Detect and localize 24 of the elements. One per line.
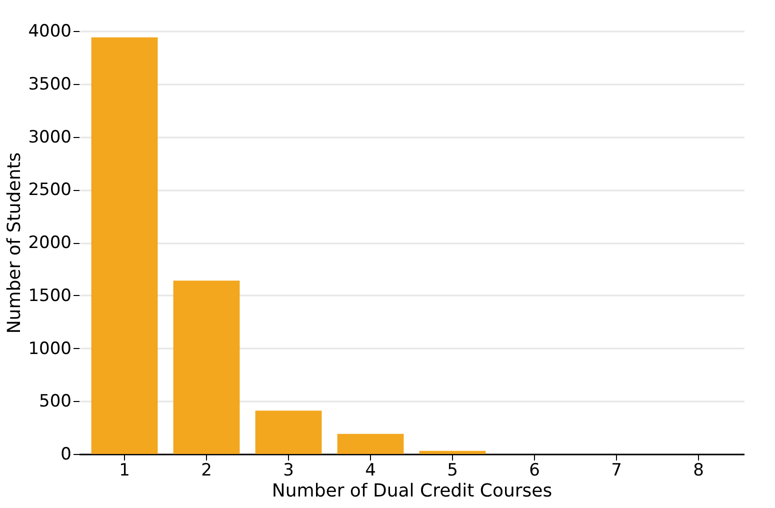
x-tick-label: 7 xyxy=(611,460,622,480)
y-tick-label: 4000 xyxy=(28,22,72,42)
x-tick-label: 4 xyxy=(365,460,376,480)
x-tick-label: 8 xyxy=(693,460,704,480)
y-tick-label: 3500 xyxy=(28,74,72,94)
bar xyxy=(337,434,404,454)
y-tick-label: 0 xyxy=(60,444,72,464)
y-tick-label: 2500 xyxy=(28,180,72,200)
x-tick-label: 6 xyxy=(529,460,540,480)
y-tick-label: 3000 xyxy=(28,127,72,148)
y-tick-label: 500 xyxy=(39,392,72,412)
x-tick-label: 5 xyxy=(447,460,458,480)
y-tick-label: 1000 xyxy=(28,338,72,359)
bar xyxy=(91,37,158,454)
bar xyxy=(419,450,486,454)
bar xyxy=(255,410,322,454)
x-tick-label: 1 xyxy=(119,460,130,480)
x-tick-label: 2 xyxy=(201,460,212,480)
y-tick-label: 2000 xyxy=(28,233,72,253)
y-axis-title: Number of Students xyxy=(4,152,26,334)
bar xyxy=(173,280,240,454)
x-axis-title: Number of Dual Credit Courses xyxy=(272,480,552,502)
x-tick-label: 3 xyxy=(283,460,294,480)
y-tick-label: 1500 xyxy=(28,286,72,306)
